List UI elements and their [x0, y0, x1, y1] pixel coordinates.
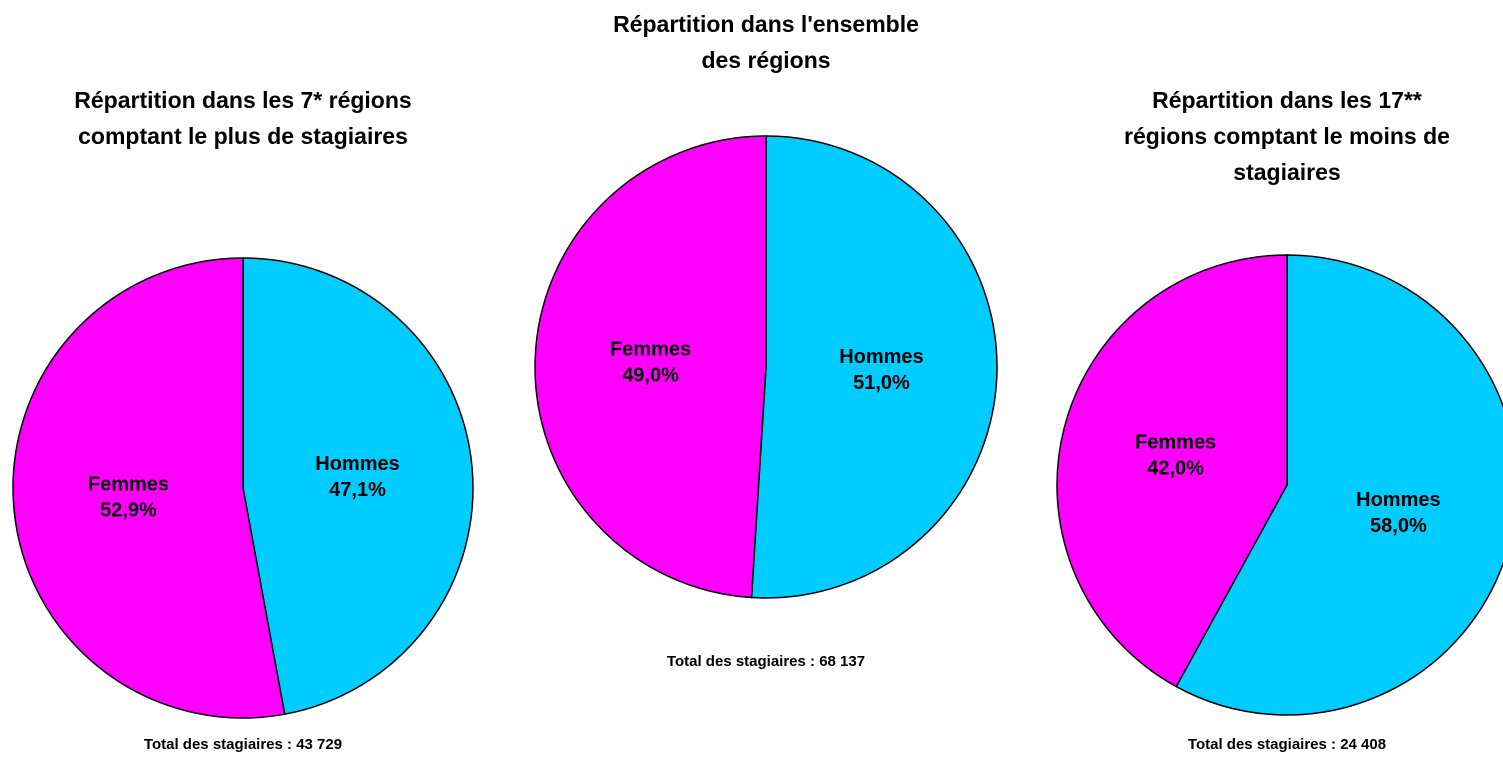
slice-value-label: 47,1%: [329, 479, 386, 501]
pie-slice: [1056, 254, 1288, 688]
chart-note: Total des stagiaires : 68 137: [667, 653, 865, 670]
slice-value-label: 49,0%: [622, 365, 679, 387]
chart-note: Total des stagiaires : 43 729: [144, 736, 342, 753]
slice-value-label: 52,9%: [100, 500, 157, 522]
slice-value-label: 42,0%: [1147, 458, 1204, 480]
pie-slice: [750, 135, 998, 599]
chart-title: Répartition dans l'ensemble des régions: [613, 11, 919, 73]
slice-value-label: 58,0%: [1370, 515, 1427, 537]
pie-slice: [12, 257, 286, 719]
slice-category: Hommes: [839, 346, 923, 368]
chart-note: Total des stagiaires : 24 408: [1188, 736, 1386, 753]
slice-category: Femmes: [88, 474, 169, 496]
chart-title: Répartition dans les 17** régions compta…: [1124, 87, 1450, 185]
chart-title: Répartition dans les 7* régions comptant…: [74, 87, 412, 149]
pie-slice: [534, 135, 767, 599]
slice-category: Hommes: [315, 453, 399, 475]
slice-value-label: 51,0%: [853, 372, 910, 394]
slice-category: Femmes: [1135, 432, 1216, 454]
pie-slice: [242, 257, 474, 716]
slice-category: Hommes: [1356, 489, 1440, 511]
slice-category: Femmes: [610, 339, 691, 361]
pie-slice: [1175, 254, 1503, 716]
